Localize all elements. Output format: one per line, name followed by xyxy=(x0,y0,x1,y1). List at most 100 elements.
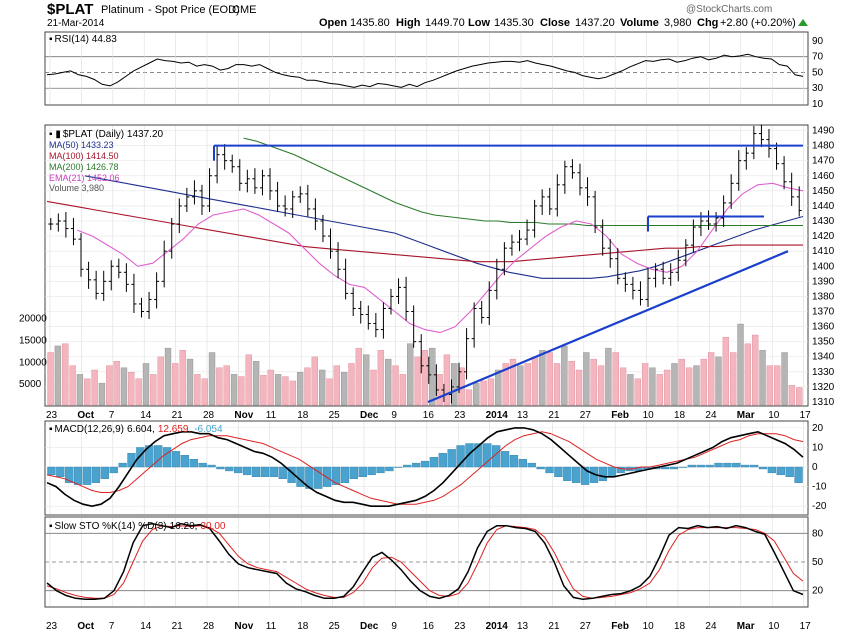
date-tick-label: 18 xyxy=(297,621,309,632)
volume-bar xyxy=(194,374,201,406)
volume-bar xyxy=(619,367,627,406)
macd-histogram-bar xyxy=(554,466,563,478)
open-label: Open xyxy=(319,17,347,29)
price-tick-label: 1450 xyxy=(812,186,835,197)
volume-bar xyxy=(561,345,568,406)
close-value: 1437.20 xyxy=(575,17,615,29)
volume-bar xyxy=(69,365,76,406)
date-tick-label: 18 xyxy=(674,621,686,632)
volume-bar xyxy=(707,352,715,406)
date-tick-label: 24 xyxy=(705,410,717,421)
volume-bar xyxy=(715,356,722,406)
date-tick-label: Feb xyxy=(611,410,629,421)
macd-histogram-bar xyxy=(785,466,794,478)
date-tick-label: 10 xyxy=(643,621,655,632)
macd-histogram-bar xyxy=(411,462,421,468)
volume-bar xyxy=(135,378,142,406)
macd-tick-label: 10 xyxy=(812,442,824,453)
volume-bar xyxy=(274,374,282,406)
date-tick-label: 2014 xyxy=(486,410,509,421)
date-tick-label: 28 xyxy=(203,410,215,421)
volume-bar xyxy=(730,352,737,406)
macd-histogram-bar xyxy=(82,466,92,485)
chart-date: 21-Mar-2014 xyxy=(47,18,105,29)
macd-histogram-bar xyxy=(687,464,696,468)
chg-label: Chg xyxy=(697,17,718,29)
volume-bar xyxy=(524,363,531,406)
date-tick-label: 25 xyxy=(329,621,341,632)
macd-histogram-bar xyxy=(198,462,207,468)
volume-bar xyxy=(502,363,509,406)
sto-tick-label: 20 xyxy=(812,586,824,597)
macd-histogram-bar xyxy=(251,466,261,478)
macd-histogram-bar xyxy=(598,466,608,481)
macd-histogram-bar xyxy=(509,455,519,468)
volume-bar xyxy=(671,363,678,406)
date-tick-label: Dec xyxy=(360,621,379,632)
volume-bar xyxy=(399,374,407,406)
low-label: Low xyxy=(468,17,490,29)
macd-histogram-bar xyxy=(572,466,581,483)
date-tick-label: 16 xyxy=(423,621,435,632)
price-tick-label: 1380 xyxy=(812,291,835,302)
trendline-layer xyxy=(213,144,803,403)
volume-bar xyxy=(575,369,583,406)
price-bars-layer xyxy=(48,124,802,404)
date-tick-label: 23 xyxy=(46,621,58,632)
volume-bar xyxy=(179,350,186,406)
macd-histogram-bar xyxy=(776,466,785,476)
price-tick-label: 1360 xyxy=(812,322,835,333)
moving-average-layer xyxy=(46,137,804,334)
volume-legend: Volume 3,980 xyxy=(49,183,104,193)
macd-histogram-bar xyxy=(323,466,332,487)
macd-histogram-bar xyxy=(749,464,759,468)
volume-bar xyxy=(627,374,634,406)
volume-bar xyxy=(348,363,355,406)
volume-bar xyxy=(796,387,803,406)
volume-bar xyxy=(546,352,553,406)
volume-bar xyxy=(54,345,62,406)
macd-histogram-bar xyxy=(376,466,385,474)
macd-histogram-bar xyxy=(109,466,118,474)
date-tick-label: Feb xyxy=(611,621,629,632)
symbol-title: $PLAT xyxy=(47,1,93,18)
volume-bar xyxy=(788,385,796,406)
volume-bar xyxy=(245,354,252,406)
volume-bar xyxy=(685,367,693,406)
macd-histogram-bar xyxy=(483,443,492,468)
macd-histogram-bar xyxy=(278,466,287,479)
volume-bar xyxy=(164,347,172,406)
volume-bar xyxy=(186,358,194,406)
price-tick-label: 1470 xyxy=(812,156,835,167)
price-tick-label: 1480 xyxy=(812,141,835,152)
macd-histogram-bar xyxy=(732,462,741,468)
date-tick-label: 23 xyxy=(454,410,466,421)
volume-bar xyxy=(84,378,91,406)
macd-histogram-bar xyxy=(314,466,323,489)
volume-bar xyxy=(355,347,363,406)
ma100-legend: MA(100) 1414.50 xyxy=(49,151,119,161)
macd-histogram-bar xyxy=(492,445,501,468)
date-tick-label: 14 xyxy=(140,621,152,632)
volume-bar xyxy=(318,369,326,406)
volume-bar xyxy=(421,350,429,406)
volume-bar xyxy=(663,369,671,406)
rsi-tick-label: 70 xyxy=(812,52,824,63)
price-tick-label: 1370 xyxy=(812,306,835,317)
macd-histogram-bar xyxy=(154,445,163,468)
volume-bar xyxy=(157,356,164,406)
volume-bar xyxy=(531,356,539,406)
volume-bar xyxy=(289,380,296,406)
date-tick-label: 23 xyxy=(454,621,466,632)
date-tick-label: Mar xyxy=(737,410,755,421)
volume-bar xyxy=(311,356,318,406)
ma50-legend: MA(50) 1433.23 xyxy=(49,140,114,150)
macd-histogram-bar xyxy=(331,466,341,485)
volume-bar xyxy=(634,378,641,406)
volume-bar xyxy=(641,363,649,406)
volume-bar xyxy=(759,350,766,406)
rsi-line xyxy=(46,53,804,88)
macd-histogram-bar xyxy=(696,464,705,468)
low-value: 1435.30 xyxy=(494,17,534,29)
macd-histogram-bar xyxy=(474,443,483,468)
